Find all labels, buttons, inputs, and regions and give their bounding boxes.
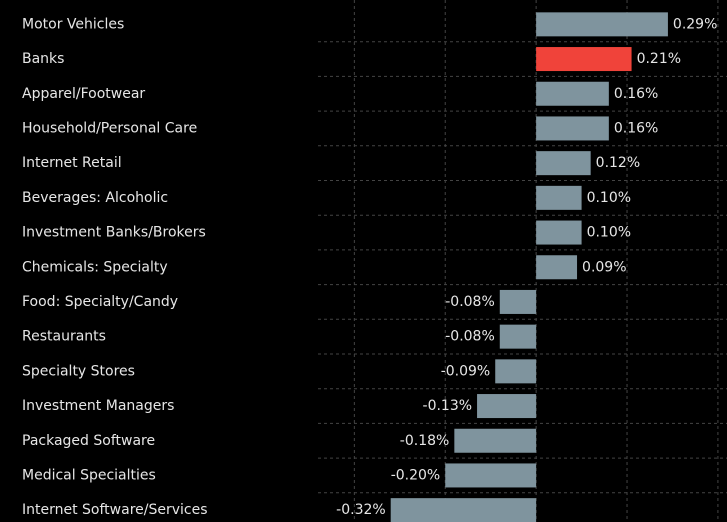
value-label: 0.10% <box>587 190 631 206</box>
bar <box>536 151 591 176</box>
value-label: -0.32% <box>336 502 386 518</box>
bar <box>536 81 609 106</box>
category-label: Beverages: Alcoholic <box>22 190 168 206</box>
bar <box>536 12 668 37</box>
value-label: -0.18% <box>400 433 450 449</box>
bar <box>477 394 537 419</box>
value-label: -0.09% <box>441 363 491 379</box>
bar <box>536 255 578 280</box>
bar <box>495 359 537 384</box>
category-label: Chemicals: Specialty <box>22 259 168 275</box>
bar <box>499 289 537 314</box>
bar <box>536 220 582 245</box>
value-label: -0.20% <box>391 467 441 483</box>
bar <box>536 116 609 141</box>
category-label: Investment Banks/Brokers <box>22 225 206 241</box>
category-label: Apparel/Footwear <box>22 86 145 102</box>
category-label: Specialty Stores <box>22 363 135 379</box>
value-label: 0.29% <box>673 16 717 32</box>
category-label: Motor Vehicles <box>22 16 124 32</box>
category-label: Packaged Software <box>22 433 155 449</box>
bar <box>536 47 632 72</box>
value-label: 0.09% <box>582 259 626 275</box>
category-label: Medical Specialties <box>22 467 156 483</box>
category-label: Household/Personal Care <box>22 120 197 136</box>
bar <box>454 428 537 453</box>
value-label: -0.08% <box>445 294 495 310</box>
category-label: Banks <box>22 51 64 67</box>
bar <box>499 324 537 349</box>
value-label: 0.10% <box>587 225 631 241</box>
value-label: -0.08% <box>445 329 495 345</box>
category-label: Food: Specialty/Candy <box>22 294 178 310</box>
bar <box>445 463 537 488</box>
bar <box>390 498 537 522</box>
bar <box>536 185 582 210</box>
value-label: -0.13% <box>423 398 473 414</box>
category-label: Internet Retail <box>22 155 122 171</box>
category-label: Restaurants <box>22 329 106 345</box>
category-label: Investment Managers <box>22 398 174 414</box>
value-label: 0.12% <box>596 155 640 171</box>
value-label: 0.16% <box>614 120 658 136</box>
category-label: Internet Software/Services <box>22 502 208 518</box>
value-label: 0.16% <box>614 86 658 102</box>
value-label: 0.21% <box>637 51 681 67</box>
